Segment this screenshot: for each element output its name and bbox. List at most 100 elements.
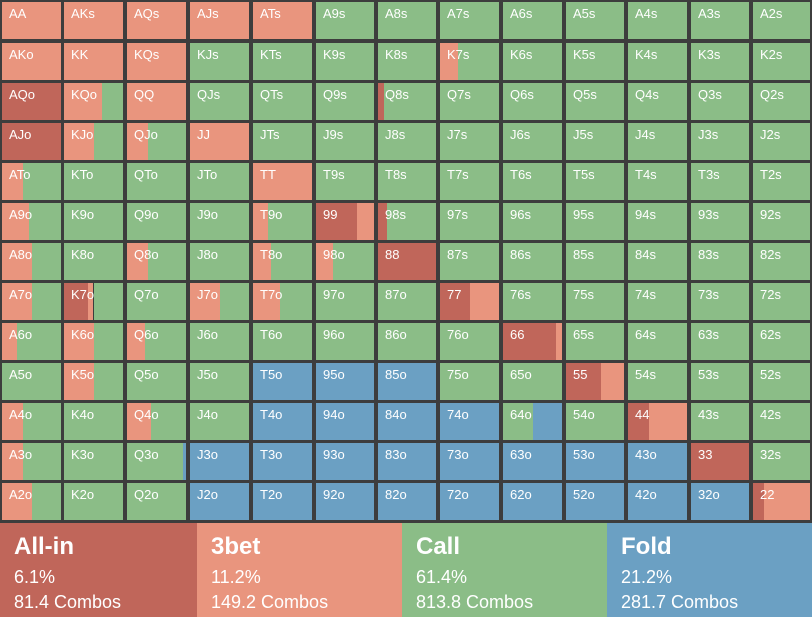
hand-cell-75o[interactable]: 75o xyxy=(440,363,499,400)
hand-cell-75s[interactable]: 75s xyxy=(566,283,624,320)
hand-cell-t6o[interactable]: T6o xyxy=(253,323,312,360)
hand-cell-q6o[interactable]: Q6o xyxy=(127,323,186,360)
hand-cell-a6s[interactable]: A6s xyxy=(503,2,562,39)
hand-cell-a4s[interactable]: A4s xyxy=(628,2,687,39)
hand-cell-k7s[interactable]: K7s xyxy=(440,43,499,80)
hand-cell-kjo[interactable]: KJo xyxy=(64,123,123,160)
hand-cell-73s[interactable]: 73s xyxy=(691,283,749,320)
hand-cell-97s[interactable]: 97s xyxy=(440,203,499,240)
hand-cell-88[interactable]: 88 xyxy=(378,243,436,280)
hand-cell-94s[interactable]: 94s xyxy=(628,203,687,240)
hand-cell-92o[interactable]: 92o xyxy=(316,483,374,520)
hand-cell-55[interactable]: 55 xyxy=(566,363,624,400)
hand-cell-53s[interactable]: 53s xyxy=(691,363,749,400)
hand-cell-ako[interactable]: AKo xyxy=(2,43,61,80)
hand-cell-qjo[interactable]: QJo xyxy=(127,123,186,160)
hand-cell-93s[interactable]: 93s xyxy=(691,203,749,240)
hand-cell-86s[interactable]: 86s xyxy=(503,243,562,280)
hand-cell-ajs[interactable]: AJs xyxy=(190,2,249,39)
hand-cell-j9o[interactable]: J9o xyxy=(190,203,249,240)
hand-cell-a8s[interactable]: A8s xyxy=(378,2,436,39)
hand-cell-96o[interactable]: 96o xyxy=(316,323,374,360)
hand-cell-92s[interactable]: 92s xyxy=(753,203,810,240)
hand-cell-kto[interactable]: KTo xyxy=(64,163,123,200)
hand-cell-q8s[interactable]: Q8s xyxy=(378,83,436,120)
hand-cell-t4o[interactable]: T4o xyxy=(253,403,312,440)
hand-cell-t7s[interactable]: T7s xyxy=(440,163,499,200)
hand-cell-76s[interactable]: 76s xyxy=(503,283,562,320)
hand-cell-j6s[interactable]: J6s xyxy=(503,123,562,160)
hand-cell-q7s[interactable]: Q7s xyxy=(440,83,499,120)
hand-cell-64s[interactable]: 64s xyxy=(628,323,687,360)
hand-cell-j5s[interactable]: J5s xyxy=(566,123,624,160)
hand-cell-93o[interactable]: 93o xyxy=(316,443,374,480)
legend-allin[interactable]: All-in 6.1% 81.4 Combos xyxy=(0,523,197,617)
hand-cell-j7o[interactable]: J7o xyxy=(190,283,249,320)
hand-cell-q3o[interactable]: Q3o xyxy=(127,443,186,480)
hand-cell-aqo[interactable]: AQo xyxy=(2,83,61,120)
hand-cell-54o[interactable]: 54o xyxy=(566,403,624,440)
hand-cell-a8o[interactable]: A8o xyxy=(2,243,61,280)
hand-cell-kjs[interactable]: KJs xyxy=(190,43,249,80)
hand-cell-t3o[interactable]: T3o xyxy=(253,443,312,480)
hand-cell-74o[interactable]: 74o xyxy=(440,403,499,440)
hand-cell-k3o[interactable]: K3o xyxy=(64,443,123,480)
hand-cell-q4o[interactable]: Q4o xyxy=(127,403,186,440)
legend-3bet[interactable]: 3bet 11.2% 149.2 Combos xyxy=(197,523,402,617)
hand-cell-t2s[interactable]: T2s xyxy=(753,163,810,200)
hand-cell-q2o[interactable]: Q2o xyxy=(127,483,186,520)
hand-cell-ats[interactable]: ATs xyxy=(253,2,312,39)
hand-cell-52s[interactable]: 52s xyxy=(753,363,810,400)
hand-cell-qq[interactable]: QQ xyxy=(127,83,186,120)
hand-cell-52o[interactable]: 52o xyxy=(566,483,624,520)
hand-cell-k6s[interactable]: K6s xyxy=(503,43,562,80)
hand-cell-96s[interactable]: 96s xyxy=(503,203,562,240)
hand-cell-k2s[interactable]: K2s xyxy=(753,43,810,80)
hand-cell-44[interactable]: 44 xyxy=(628,403,687,440)
hand-cell-q2s[interactable]: Q2s xyxy=(753,83,810,120)
hand-cell-tt[interactable]: TT xyxy=(253,163,312,200)
hand-cell-q4s[interactable]: Q4s xyxy=(628,83,687,120)
legend-fold[interactable]: Fold 21.2% 281.7 Combos xyxy=(607,523,812,617)
hand-cell-qts[interactable]: QTs xyxy=(253,83,312,120)
hand-cell-98o[interactable]: 98o xyxy=(316,243,374,280)
hand-cell-aks[interactable]: AKs xyxy=(64,2,123,39)
hand-cell-a9o[interactable]: A9o xyxy=(2,203,61,240)
hand-cell-jto[interactable]: JTo xyxy=(190,163,249,200)
hand-cell-t5s[interactable]: T5s xyxy=(566,163,624,200)
hand-cell-j7s[interactable]: J7s xyxy=(440,123,499,160)
hand-cell-66[interactable]: 66 xyxy=(503,323,562,360)
hand-cell-j9s[interactable]: J9s xyxy=(316,123,374,160)
hand-cell-t8o[interactable]: T8o xyxy=(253,243,312,280)
hand-cell-65o[interactable]: 65o xyxy=(503,363,562,400)
hand-cell-kqo[interactable]: KQo xyxy=(64,83,123,120)
legend-call[interactable]: Call 61.4% 813.8 Combos xyxy=(402,523,607,617)
hand-cell-j6o[interactable]: J6o xyxy=(190,323,249,360)
hand-cell-a3s[interactable]: A3s xyxy=(691,2,749,39)
hand-cell-ato[interactable]: ATo xyxy=(2,163,61,200)
hand-cell-k3s[interactable]: K3s xyxy=(691,43,749,80)
hand-cell-87s[interactable]: 87s xyxy=(440,243,499,280)
hand-cell-a7o[interactable]: A7o xyxy=(2,283,61,320)
hand-cell-85o[interactable]: 85o xyxy=(378,363,436,400)
hand-cell-q3s[interactable]: Q3s xyxy=(691,83,749,120)
hand-cell-k2o[interactable]: K2o xyxy=(64,483,123,520)
hand-cell-a3o[interactable]: A3o xyxy=(2,443,61,480)
hand-cell-aqs[interactable]: AQs xyxy=(127,2,186,39)
hand-cell-98s[interactable]: 98s xyxy=(378,203,436,240)
hand-cell-43o[interactable]: 43o xyxy=(628,443,687,480)
hand-cell-j3o[interactable]: J3o xyxy=(190,443,249,480)
hand-cell-73o[interactable]: 73o xyxy=(440,443,499,480)
hand-cell-53o[interactable]: 53o xyxy=(566,443,624,480)
hand-cell-54s[interactable]: 54s xyxy=(628,363,687,400)
hand-cell-87o[interactable]: 87o xyxy=(378,283,436,320)
hand-cell-t8s[interactable]: T8s xyxy=(378,163,436,200)
hand-cell-43s[interactable]: 43s xyxy=(691,403,749,440)
hand-cell-q8o[interactable]: Q8o xyxy=(127,243,186,280)
hand-cell-k9s[interactable]: K9s xyxy=(316,43,374,80)
hand-cell-72o[interactable]: 72o xyxy=(440,483,499,520)
hand-cell-jj[interactable]: JJ xyxy=(190,123,249,160)
hand-cell-k7o[interactable]: K7o xyxy=(64,283,123,320)
hand-cell-q9o[interactable]: Q9o xyxy=(127,203,186,240)
hand-cell-q7o[interactable]: Q7o xyxy=(127,283,186,320)
